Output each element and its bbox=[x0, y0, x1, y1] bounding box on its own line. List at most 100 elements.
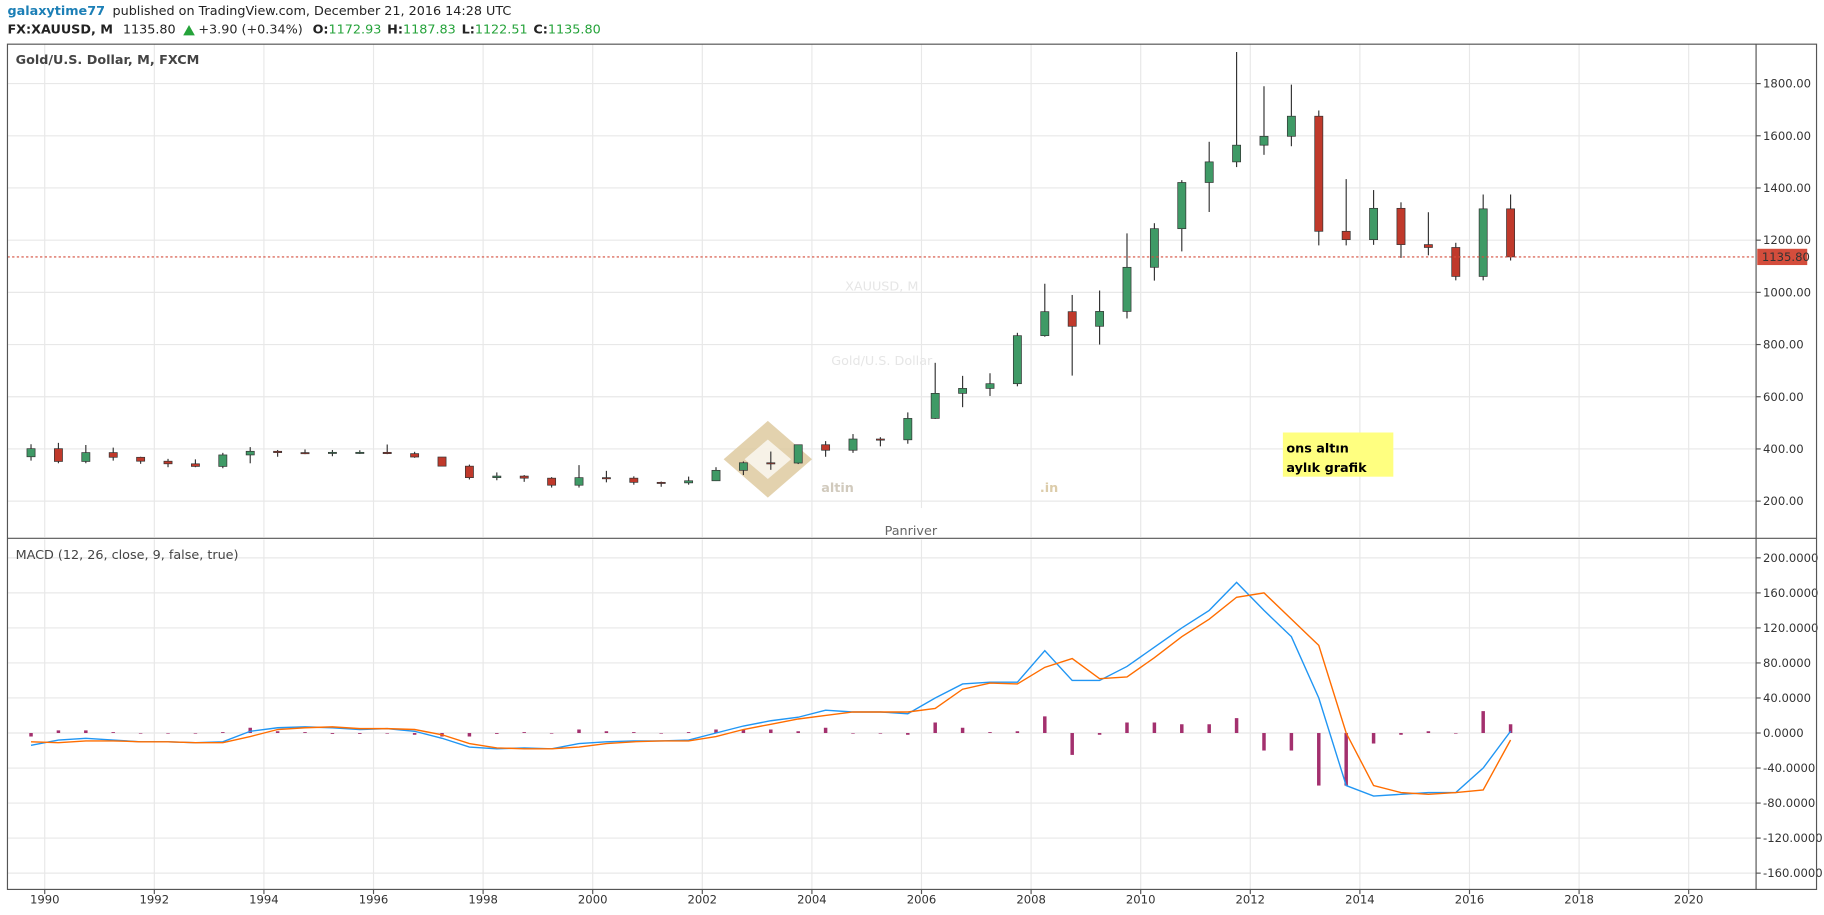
histogram-bar bbox=[906, 733, 910, 735]
logo-author: Panriver bbox=[885, 524, 938, 539]
candle-body bbox=[1423, 244, 1433, 248]
histogram-bar bbox=[467, 733, 472, 737]
last-price: 1135.80 bbox=[123, 23, 176, 38]
candle-body bbox=[1012, 335, 1022, 385]
histogram-bar bbox=[1481, 711, 1485, 734]
histogram-bar bbox=[358, 733, 362, 734]
y-tick-label: 400.00 bbox=[1763, 442, 1804, 456]
x-tick-label: 2020 bbox=[1674, 892, 1704, 906]
pane-title: Gold/U.S. Dollar, M, FXCM bbox=[16, 53, 200, 68]
candle-body bbox=[1478, 208, 1488, 277]
histogram-bar bbox=[330, 733, 335, 734]
histogram-bar bbox=[303, 732, 307, 734]
candle-body bbox=[1259, 135, 1269, 146]
histogram-bar bbox=[1043, 716, 1047, 734]
ohlc-value: 1172.93 bbox=[329, 23, 382, 38]
candle-body bbox=[985, 383, 995, 389]
annotation-text: aylık grafik bbox=[1286, 461, 1367, 476]
x-tick-label: 2012 bbox=[1236, 892, 1266, 906]
y-tick-label: 1200.00 bbox=[1763, 233, 1811, 247]
candle-body bbox=[821, 444, 831, 451]
candle-body bbox=[1369, 207, 1379, 240]
histogram-bar bbox=[741, 729, 746, 734]
candle-body bbox=[1314, 115, 1324, 232]
y-tick-label: 1800.00 bbox=[1763, 77, 1811, 91]
histogram-bar bbox=[549, 733, 554, 734]
candle-body bbox=[1286, 115, 1296, 137]
candle-body bbox=[930, 393, 940, 419]
candle-body bbox=[245, 450, 255, 456]
candle-body bbox=[574, 477, 584, 486]
candle-body bbox=[355, 451, 365, 454]
candle-body bbox=[1177, 182, 1187, 230]
y-tick-label: 80.0000 bbox=[1763, 656, 1811, 670]
histogram-bar bbox=[1454, 733, 1458, 734]
histogram-bar bbox=[166, 733, 170, 734]
histogram-bar bbox=[1371, 733, 1376, 744]
histogram-bar bbox=[988, 732, 992, 734]
histogram-bar bbox=[960, 727, 965, 734]
histogram-bar bbox=[1152, 722, 1157, 734]
candle-body bbox=[629, 477, 639, 483]
plot-area: XAUUSD, M Gold/U.S. Dollar altin .in Panrive… bbox=[7, 44, 1757, 539]
candle-body bbox=[191, 463, 200, 467]
histogram-bar bbox=[1426, 731, 1431, 734]
y-tick-label: 1400.00 bbox=[1763, 181, 1811, 195]
histogram-bar bbox=[1070, 733, 1074, 755]
ohlc-label: H: bbox=[387, 23, 403, 38]
candle-body bbox=[1040, 311, 1050, 337]
chart-frame bbox=[6, 43, 1818, 891]
histogram-bar bbox=[385, 733, 389, 734]
histogram-bar bbox=[796, 731, 800, 734]
candle-body bbox=[875, 438, 885, 441]
watermark-name: Gold/U.S. Dollar bbox=[831, 354, 933, 369]
histogram-bar bbox=[495, 733, 499, 734]
annotation-box bbox=[1282, 432, 1394, 477]
y-tick-label: -40.0000 bbox=[1763, 761, 1815, 775]
candle-body bbox=[218, 454, 228, 467]
histogram-bar bbox=[29, 733, 33, 737]
histogram-bar bbox=[1344, 733, 1348, 786]
histogram-bar bbox=[714, 729, 718, 734]
histogram-bar bbox=[659, 733, 663, 734]
price-pane: XAUUSD, M Gold/U.S. Dollar altin .in Panrive… bbox=[7, 44, 1811, 539]
histogram-bar bbox=[933, 722, 937, 734]
header-line: galaxytime77 published on TradingView.co… bbox=[7, 4, 511, 19]
macd-line bbox=[30, 581, 1512, 797]
x-tick-label: 2004 bbox=[797, 892, 827, 906]
histogram-bar bbox=[878, 733, 883, 734]
candle-body bbox=[793, 444, 803, 464]
y-tick-label: -80.0000 bbox=[1763, 796, 1815, 810]
candle-body bbox=[711, 469, 721, 482]
y-tick-label: 200.0000 bbox=[1763, 551, 1818, 565]
candle-body bbox=[738, 462, 748, 471]
ohlc-label: O: bbox=[313, 23, 329, 38]
author[interactable]: galaxytime77 bbox=[7, 4, 105, 19]
y-tick-label: 800.00 bbox=[1763, 338, 1804, 352]
last-price-label: 1135.80 bbox=[1762, 250, 1810, 264]
candle-body bbox=[410, 453, 420, 458]
y-tick-label: 160.0000 bbox=[1763, 586, 1818, 600]
x-tick-label: 2008 bbox=[1016, 892, 1046, 906]
change: +3.90 (+0.34%) bbox=[198, 23, 302, 38]
ohlc-label: C: bbox=[533, 23, 547, 38]
candle-body bbox=[601, 477, 611, 480]
y-tick-label: 0.0000 bbox=[1763, 726, 1804, 740]
candle-body bbox=[382, 451, 392, 454]
histogram-bar bbox=[686, 732, 691, 734]
histogram-bar bbox=[1262, 733, 1266, 751]
x-tick-label: 1996 bbox=[359, 892, 389, 906]
candle-body bbox=[437, 456, 447, 467]
candle-body bbox=[1451, 247, 1461, 277]
ohlc-value: 1187.83 bbox=[403, 23, 456, 38]
candle-body bbox=[958, 388, 968, 394]
candle-body bbox=[300, 452, 310, 455]
candle-body bbox=[1232, 144, 1242, 163]
x-tick-label: 2014 bbox=[1345, 892, 1375, 906]
candle-body bbox=[327, 451, 337, 454]
published: published on TradingView.com, December 2… bbox=[113, 4, 512, 19]
candle-body bbox=[1149, 228, 1159, 268]
candle-body bbox=[684, 480, 694, 484]
histogram-bar bbox=[111, 732, 115, 734]
